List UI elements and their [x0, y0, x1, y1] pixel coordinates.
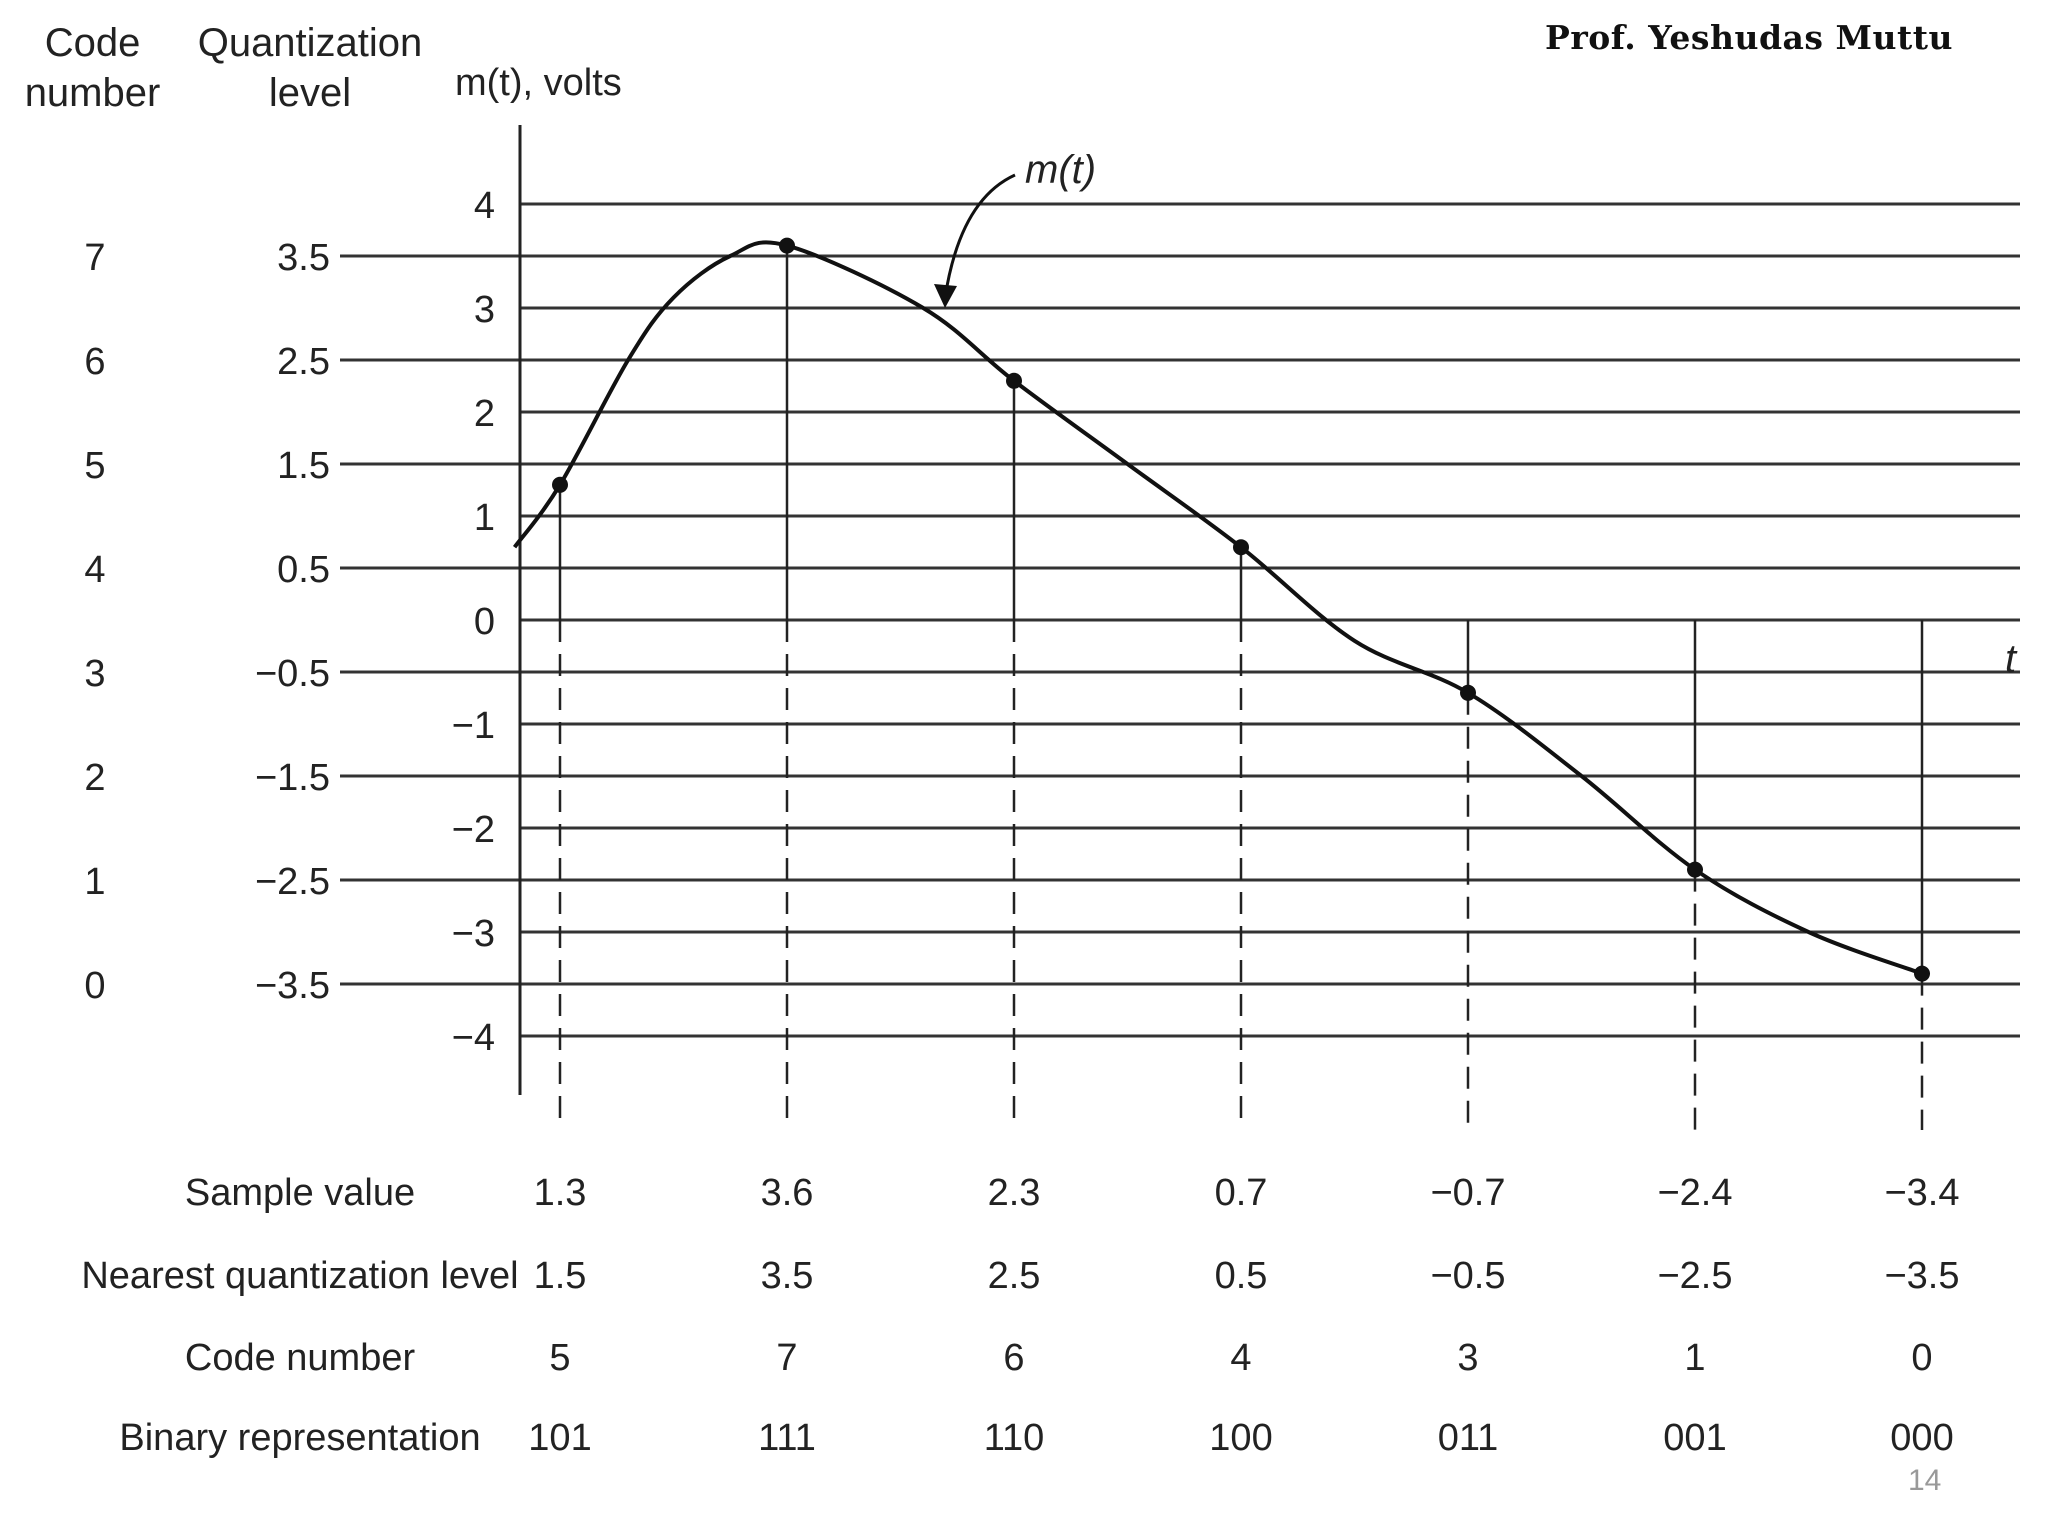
code-number-header: Code number — [20, 18, 165, 118]
y-tick-label: 0 — [474, 601, 495, 643]
quant-level-label: 3.5 — [277, 237, 330, 279]
y-tick-labels: 4 3 2 1 0 −1 −2 −3 −4 — [452, 185, 495, 1059]
y-tick-label: 2 — [474, 393, 495, 435]
quant-level-label: 0.5 — [277, 549, 330, 591]
quant-level-label: −3.5 — [255, 965, 330, 1007]
author-name: Prof. Yeshudas Muttu — [1545, 18, 1953, 57]
code-number-header-line2: number — [24, 71, 161, 115]
code-number-label: 1 — [84, 861, 105, 903]
y-tick-label: 3 — [474, 289, 495, 331]
table-cell: −2.5 — [1657, 1255, 1732, 1297]
table-row-label: Sample value — [185, 1172, 415, 1214]
y-tick-label: −2 — [452, 809, 495, 851]
y-tick-label: 1 — [474, 497, 495, 539]
sample-stems — [558, 245, 1924, 1130]
quant-level-label: 1.5 — [277, 445, 330, 487]
sample-point — [552, 476, 568, 493]
code-number-header-line1: Code — [44, 21, 141, 65]
sample-point — [1006, 372, 1022, 389]
table-row-label: Code number — [185, 1337, 416, 1379]
code-number-label: 7 — [84, 237, 105, 279]
table-cell: 110 — [984, 1417, 1045, 1459]
quant-level-header-line2: level — [268, 71, 352, 115]
table-cell: 3.5 — [761, 1255, 814, 1297]
table-cell: −2.4 — [1657, 1172, 1732, 1214]
y-tick-label: −4 — [452, 1017, 495, 1059]
table-cell: 000 — [1890, 1417, 1953, 1459]
sample-point — [1687, 861, 1703, 878]
quant-level-label: −1.5 — [255, 757, 330, 799]
signal-curve — [512, 240, 1923, 976]
sample-point — [1914, 965, 1930, 982]
page-number: 14 — [1908, 1464, 1942, 1497]
sample-point — [779, 237, 795, 254]
table-cell: 3 — [1457, 1337, 1478, 1379]
annotations: t m(t) — [934, 148, 2018, 681]
x-axis-label: t — [2005, 637, 2018, 681]
table-cell: 0.5 — [1215, 1255, 1268, 1297]
table-cell: 0 — [1911, 1337, 1932, 1379]
quant-level-labels: 3.5 2.5 1.5 0.5 −0.5 −1.5 −2.5 −3.5 — [255, 237, 330, 1007]
table-cell: −3.5 — [1884, 1255, 1959, 1297]
table-cell: 4 — [1230, 1337, 1251, 1379]
table-cell: 1 — [1684, 1337, 1705, 1379]
sample-points — [552, 237, 1930, 982]
table-cell: 001 — [1663, 1417, 1726, 1459]
grid-lines — [340, 202, 2020, 1038]
code-number-label: 6 — [84, 341, 105, 383]
table-cell: 1.3 — [534, 1172, 587, 1214]
table-cell: 0.7 — [1215, 1172, 1268, 1214]
code-number-label: 3 — [84, 653, 105, 695]
code-number-label: 2 — [84, 757, 105, 799]
table-cell: 2.5 — [988, 1255, 1041, 1297]
table-cell: 111 — [758, 1417, 816, 1459]
y-tick-label: 4 — [474, 185, 495, 227]
curve-label: m(t) — [1025, 148, 1096, 192]
code-number-label: 4 — [84, 549, 105, 591]
quantization-level-header: Quantization level — [190, 18, 430, 118]
y-tick-label: −3 — [452, 913, 495, 955]
sample-table: Sample value 1.3 3.6 2.3 0.7 −0.7 −2.4 −3.4 Near… — [81, 1172, 1959, 1459]
curve-label-arrow — [943, 173, 1016, 299]
table-row-label: Nearest quantization level — [81, 1255, 518, 1297]
table-cell: 7 — [776, 1337, 797, 1379]
signal-curve-group — [512, 240, 1923, 976]
sample-point — [1233, 539, 1249, 556]
table-cell: −0.5 — [1430, 1255, 1505, 1297]
y-tick-label: −1 — [452, 705, 495, 747]
code-number-label: 0 — [84, 965, 105, 1007]
quant-level-label: −0.5 — [255, 653, 330, 695]
table-cell: 6 — [1003, 1337, 1024, 1379]
table-cell: 2.3 — [988, 1172, 1041, 1214]
table-cell: 3.6 — [761, 1172, 814, 1214]
quant-level-header-line1: Quantization — [197, 21, 423, 65]
table-cell: 100 — [1209, 1417, 1272, 1459]
table-cell: −3.4 — [1884, 1172, 1959, 1214]
code-number-label: 5 — [84, 445, 105, 487]
table-row-label: Binary representation — [119, 1417, 480, 1459]
table-cell: −0.7 — [1430, 1172, 1505, 1214]
table-cell: 5 — [549, 1337, 570, 1379]
quant-level-label: 2.5 — [277, 341, 330, 383]
table-cell: 1.5 — [534, 1255, 587, 1297]
curve-label-arrowhead — [934, 284, 957, 308]
y-axis-label: m(t), volts — [455, 62, 622, 104]
table-cell: 011 — [1438, 1417, 1499, 1459]
code-number-labels: 7 6 5 4 3 2 1 0 — [84, 237, 105, 1007]
quant-level-label: −2.5 — [255, 861, 330, 903]
sample-point — [1460, 684, 1476, 701]
table-cell: 101 — [528, 1417, 591, 1459]
